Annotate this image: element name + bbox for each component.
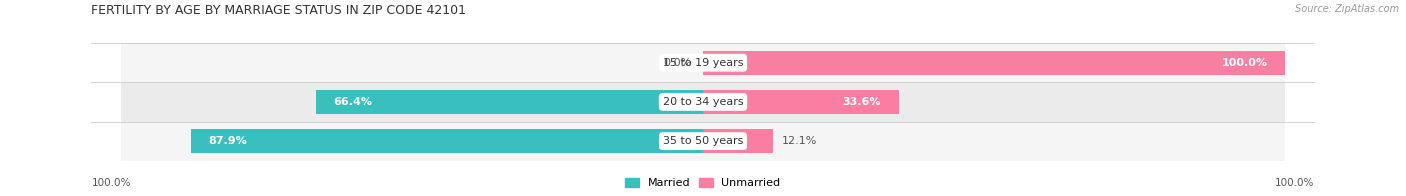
Text: 33.6%: 33.6% (842, 97, 882, 107)
Text: 100.0%: 100.0% (1222, 58, 1268, 68)
Bar (121, 43, 703, 82)
Bar (703, 43, 1285, 82)
Bar (316, 90, 703, 114)
Bar (121, 122, 703, 161)
Bar (703, 122, 1285, 161)
Text: 87.9%: 87.9% (208, 136, 247, 146)
Text: 20 to 34 years: 20 to 34 years (662, 97, 744, 107)
Text: 12.1%: 12.1% (782, 136, 818, 146)
Legend: Married, Unmarried: Married, Unmarried (626, 178, 780, 189)
Text: FERTILITY BY AGE BY MARRIAGE STATUS IN ZIP CODE 42101: FERTILITY BY AGE BY MARRIAGE STATUS IN Z… (91, 4, 467, 17)
Text: 66.4%: 66.4% (333, 97, 373, 107)
Bar (703, 90, 898, 114)
Text: Source: ZipAtlas.com: Source: ZipAtlas.com (1295, 4, 1399, 14)
Text: 15 to 19 years: 15 to 19 years (662, 58, 744, 68)
Bar (703, 51, 1285, 75)
Text: 35 to 50 years: 35 to 50 years (662, 136, 744, 146)
Text: 0.0%: 0.0% (664, 58, 692, 68)
Bar (191, 129, 703, 153)
Text: 100.0%: 100.0% (91, 178, 131, 188)
Bar (703, 129, 773, 153)
Text: 100.0%: 100.0% (1275, 178, 1315, 188)
Bar (703, 82, 1285, 122)
Bar (121, 82, 703, 122)
